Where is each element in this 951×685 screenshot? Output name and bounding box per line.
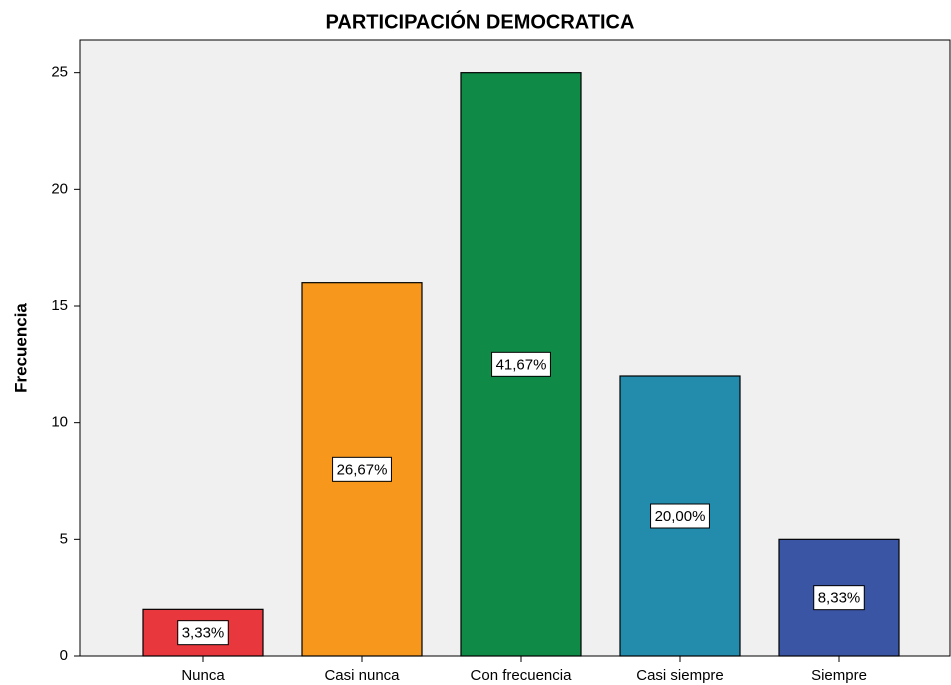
y-tick-label: 5 xyxy=(60,530,68,547)
y-tick-label: 25 xyxy=(51,64,68,81)
percent-label: 8,33% xyxy=(818,590,861,607)
y-tick-label: 0 xyxy=(60,647,68,664)
x-tick-label: Casi nunca xyxy=(324,667,400,684)
percent-label: 41,67% xyxy=(496,356,547,373)
percent-label-box xyxy=(332,456,392,482)
percent-label-box xyxy=(177,620,229,646)
percent-label-box xyxy=(491,351,551,377)
percent-label-box xyxy=(650,503,710,529)
x-tick-label: Siempre xyxy=(811,667,867,684)
x-tick-label: Casi siempre xyxy=(636,667,724,684)
x-tick-label: Con frecuencia xyxy=(471,667,573,684)
y-tick-label: 15 xyxy=(51,297,68,314)
percent-label: 20,00% xyxy=(655,508,706,525)
chart-title: PARTICIPACIÓN DEMOCRATICA xyxy=(326,9,635,33)
percent-label-box xyxy=(813,585,865,611)
x-tick-label: Nunca xyxy=(181,667,225,684)
y-tick-label: 10 xyxy=(51,414,68,431)
percent-label: 26,67% xyxy=(337,461,388,478)
percent-label: 3,33% xyxy=(182,625,225,642)
y-tick-label: 20 xyxy=(51,180,68,197)
y-axis-label: Frecuencia xyxy=(11,303,30,393)
